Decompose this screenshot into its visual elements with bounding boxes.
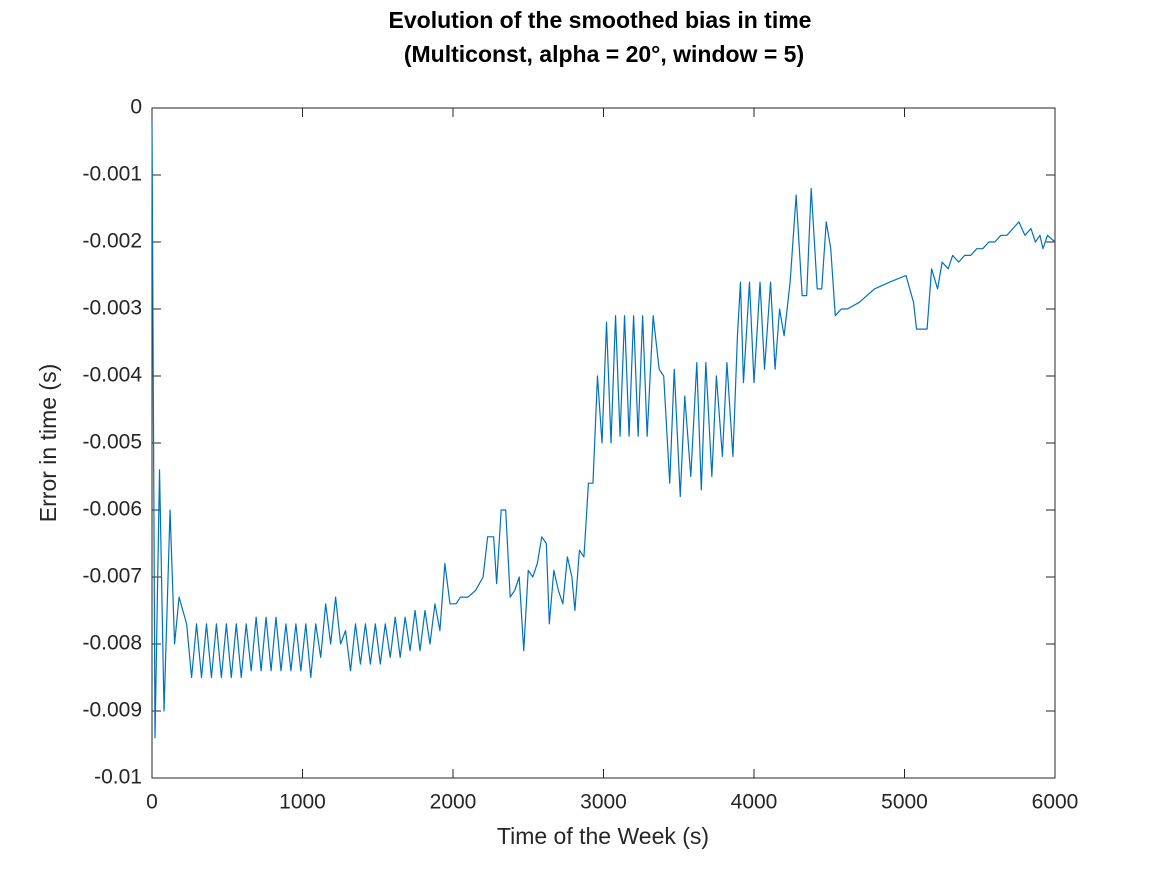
x-tick-label: 4000	[731, 791, 778, 814]
y-tick-label: -0.006	[82, 498, 142, 521]
x-tick-label: 1000	[279, 791, 326, 814]
y-tick-label: 0	[130, 96, 142, 119]
y-tick-label: -0.004	[82, 364, 142, 387]
x-tick-label: 6000	[1032, 791, 1079, 814]
y-axis-label: Error in time (s)	[35, 364, 61, 522]
x-tick-label: 5000	[881, 791, 928, 814]
y-tick-label: -0.009	[82, 699, 142, 722]
x-tick-label: 2000	[430, 791, 477, 814]
chart-title: Evolution of the smoothed bias in time	[389, 7, 812, 33]
y-tick-label: -0.007	[82, 565, 142, 588]
chart-subtitle: (Multiconst, alpha = 20°, window = 5)	[404, 41, 804, 67]
y-tick-label: -0.008	[82, 632, 142, 655]
x-tick-label: 0	[146, 791, 158, 814]
x-tick-label: 3000	[580, 791, 627, 814]
y-tick-label: -0.001	[82, 163, 142, 186]
y-tick-label: -0.002	[82, 230, 142, 253]
x-axis-label: Time of the Week (s)	[497, 823, 709, 849]
y-tick-label: -0.01	[94, 766, 142, 789]
y-tick-label: -0.003	[82, 297, 142, 320]
y-tick-label: -0.005	[82, 431, 142, 454]
data-line	[151, 121, 1056, 739]
